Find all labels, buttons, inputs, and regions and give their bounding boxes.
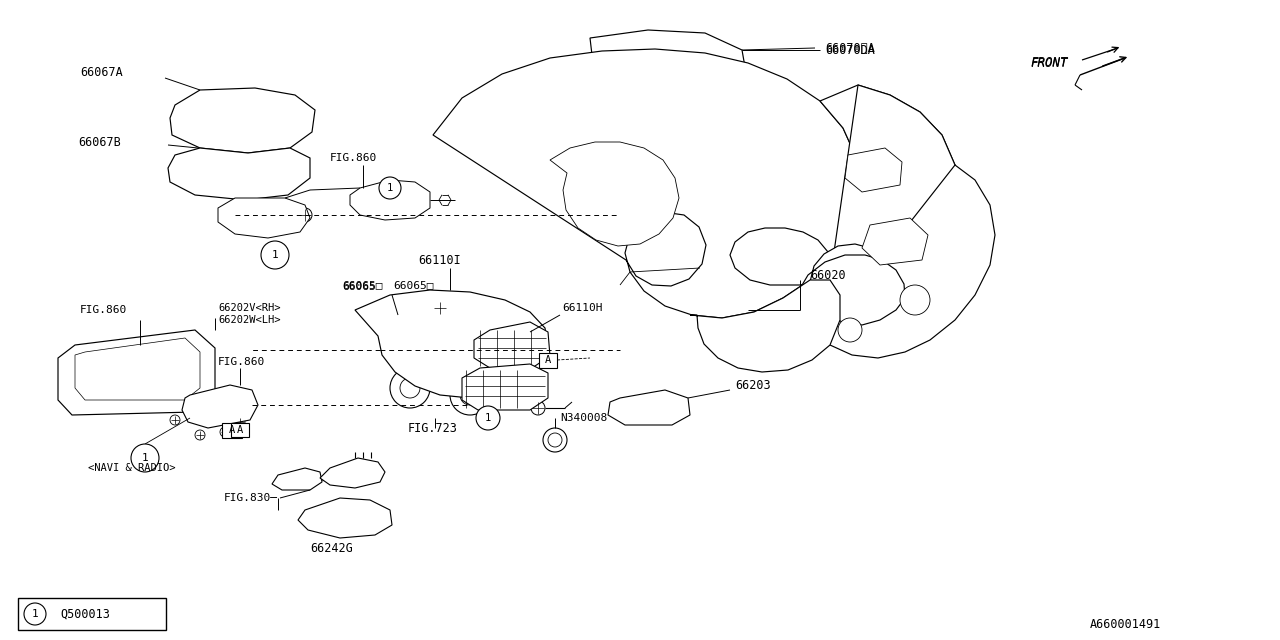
Polygon shape (349, 180, 430, 220)
Polygon shape (690, 280, 840, 372)
Text: A: A (237, 425, 243, 435)
Circle shape (900, 285, 931, 315)
Text: FIG.860: FIG.860 (81, 305, 127, 315)
Circle shape (24, 603, 46, 625)
Circle shape (543, 428, 567, 452)
Polygon shape (273, 468, 323, 490)
Polygon shape (608, 390, 690, 425)
Polygon shape (797, 165, 995, 358)
Text: 66203: 66203 (735, 378, 771, 392)
Circle shape (195, 430, 205, 440)
Polygon shape (58, 330, 215, 415)
Polygon shape (730, 85, 955, 285)
Text: FIG.860: FIG.860 (218, 357, 265, 367)
Text: 66242G: 66242G (310, 541, 353, 554)
Polygon shape (182, 385, 259, 428)
Circle shape (531, 401, 545, 415)
Circle shape (379, 177, 401, 199)
Text: 66065□: 66065□ (393, 280, 434, 290)
Bar (230, 423, 250, 437)
Polygon shape (218, 198, 310, 238)
Bar (398, 315, 406, 323)
Text: FIG.830─: FIG.830─ (224, 493, 278, 503)
Polygon shape (168, 148, 310, 200)
Bar (539, 353, 557, 367)
Bar (111, 367, 119, 373)
Text: 66065□: 66065□ (342, 280, 383, 290)
Circle shape (460, 385, 480, 405)
Circle shape (433, 301, 447, 315)
Text: A660001491: A660001491 (1091, 618, 1161, 632)
Text: FRONT: FRONT (1030, 56, 1068, 68)
Text: FIG.860: FIG.860 (330, 153, 378, 163)
Text: 1: 1 (142, 453, 148, 463)
Text: N340008: N340008 (561, 413, 607, 423)
Text: FRONT: FRONT (1030, 56, 1068, 70)
Text: 1: 1 (271, 250, 278, 260)
Text: Q500013: Q500013 (60, 607, 110, 621)
Circle shape (261, 241, 289, 269)
Polygon shape (433, 49, 860, 318)
Text: 66067B: 66067B (78, 136, 120, 148)
Polygon shape (462, 364, 548, 410)
Polygon shape (170, 88, 315, 153)
Circle shape (390, 368, 430, 408)
Circle shape (170, 415, 180, 425)
Polygon shape (861, 218, 928, 265)
Circle shape (548, 433, 562, 447)
Text: 66110H: 66110H (562, 303, 603, 313)
Polygon shape (355, 290, 548, 398)
Text: 1: 1 (485, 413, 492, 423)
Text: 66110I: 66110I (419, 253, 461, 266)
Circle shape (476, 406, 500, 430)
Text: <NAVI & RADIO>: <NAVI & RADIO> (88, 463, 175, 473)
Polygon shape (76, 338, 200, 400)
Circle shape (451, 375, 490, 415)
Text: 66065: 66065 (342, 282, 376, 292)
Bar (18, 598, 166, 630)
Text: 66070ᴅA: 66070ᴅA (826, 42, 874, 54)
Text: 1: 1 (387, 183, 393, 193)
Polygon shape (474, 322, 550, 368)
Text: 66202W<LH>: 66202W<LH> (218, 315, 280, 325)
Circle shape (401, 378, 420, 398)
Text: A: A (229, 425, 236, 435)
Text: 1: 1 (32, 609, 38, 619)
Circle shape (220, 427, 230, 437)
Text: A: A (545, 355, 552, 365)
Bar (131, 365, 140, 371)
Polygon shape (590, 30, 745, 75)
Circle shape (838, 318, 861, 342)
Polygon shape (845, 148, 902, 192)
Circle shape (236, 417, 244, 427)
Polygon shape (550, 142, 678, 246)
Text: 66070DA: 66070DA (826, 44, 874, 56)
Circle shape (298, 208, 312, 222)
Text: 66202V<RH>: 66202V<RH> (218, 303, 280, 313)
Bar (151, 362, 159, 368)
Circle shape (81, 369, 102, 391)
Bar (221, 422, 242, 438)
Circle shape (131, 444, 159, 472)
Text: FIG.723: FIG.723 (408, 422, 458, 435)
Polygon shape (810, 85, 955, 280)
Polygon shape (298, 498, 392, 538)
Text: 66067A: 66067A (81, 65, 123, 79)
Polygon shape (320, 458, 385, 488)
Text: 66020: 66020 (810, 269, 846, 282)
